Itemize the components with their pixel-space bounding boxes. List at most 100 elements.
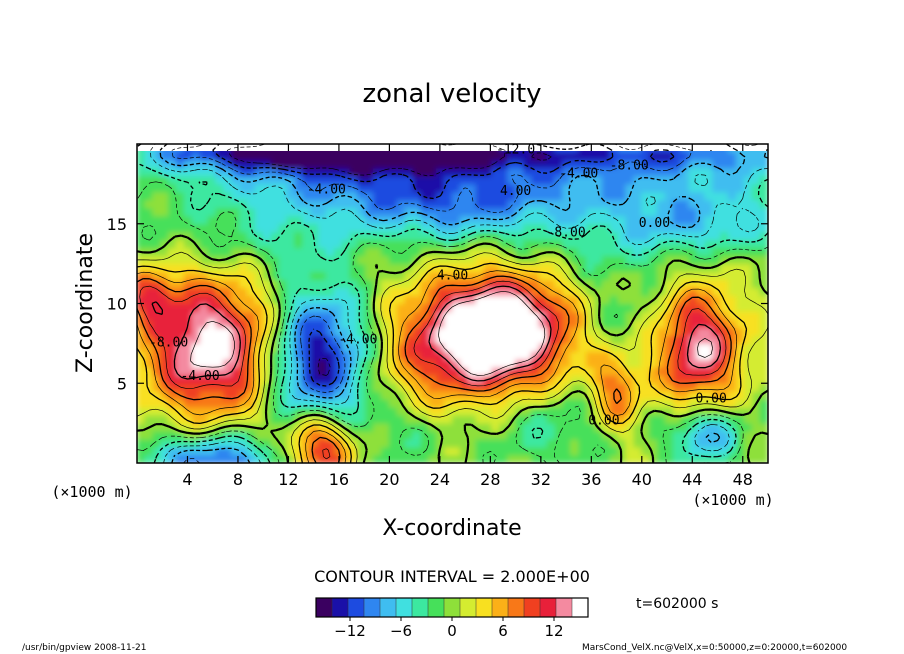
field-cell xyxy=(720,191,730,201)
field-cell xyxy=(294,175,304,185)
field-cell xyxy=(491,334,501,344)
colorbar xyxy=(315,597,589,618)
field-cell xyxy=(294,183,304,193)
field-cell xyxy=(444,390,453,400)
field-cell xyxy=(657,295,666,304)
field-cell xyxy=(570,326,580,336)
field-cell xyxy=(696,167,706,177)
field-cell xyxy=(152,334,162,344)
field-cell xyxy=(137,446,146,456)
field-cell xyxy=(137,342,146,352)
field-cell xyxy=(712,342,722,352)
field-cell xyxy=(207,191,217,201)
field-cell xyxy=(199,175,209,185)
field-cell xyxy=(152,215,162,225)
field-cell xyxy=(357,438,367,448)
field-cell xyxy=(191,255,201,265)
field-cell xyxy=(593,271,603,281)
field-cell xyxy=(664,223,674,233)
field-cell xyxy=(349,318,359,328)
field-cell xyxy=(475,382,485,392)
field-cell xyxy=(507,295,517,304)
field-cell xyxy=(570,350,580,360)
field-cell xyxy=(333,295,343,304)
field-cell xyxy=(657,310,666,320)
field-cell xyxy=(530,151,540,161)
field-cell xyxy=(452,239,461,249)
field-cell xyxy=(357,350,367,360)
field-cell xyxy=(349,199,359,209)
field-cell xyxy=(420,215,430,225)
field-cell xyxy=(357,358,367,368)
field-cell xyxy=(578,390,588,400)
field-cell xyxy=(199,207,209,217)
field-cell xyxy=(373,366,383,376)
field-cell xyxy=(680,310,690,320)
field-cell xyxy=(286,167,296,177)
field-cell xyxy=(633,279,643,289)
field-cell xyxy=(333,287,343,297)
colorbar-swatch xyxy=(556,598,573,617)
field-cell xyxy=(562,279,572,289)
field-cell xyxy=(672,454,682,463)
field-cell xyxy=(743,358,753,368)
field-cell xyxy=(396,406,406,416)
field-cell xyxy=(680,255,690,265)
field-cell xyxy=(444,382,453,392)
field-cell xyxy=(609,271,619,281)
field-cell xyxy=(357,231,367,241)
field-cell xyxy=(704,310,714,320)
field-cell xyxy=(759,239,768,249)
field-cell xyxy=(641,446,651,456)
field-cell xyxy=(231,239,241,249)
field-cell xyxy=(452,199,461,209)
field-cell xyxy=(609,374,619,384)
field-cell xyxy=(341,167,351,177)
field-cell xyxy=(199,342,209,352)
colorbar-tick-label: −6 xyxy=(390,622,412,640)
field-cell xyxy=(712,175,722,185)
field-cell xyxy=(357,159,367,169)
field-cell xyxy=(388,358,398,368)
field-cell xyxy=(657,239,666,249)
field-cell xyxy=(593,414,603,424)
field-cell xyxy=(570,295,580,304)
field-cell xyxy=(294,255,304,265)
field-cell xyxy=(459,310,469,320)
field-cell xyxy=(373,231,383,241)
field-cell xyxy=(743,279,753,289)
field-cell xyxy=(254,390,264,400)
field-cell xyxy=(459,326,469,336)
field-cell xyxy=(743,175,753,185)
field-cell xyxy=(365,310,375,320)
field-cell xyxy=(302,438,312,448)
field-cell xyxy=(278,390,288,400)
field-cell xyxy=(672,199,682,209)
field-cell xyxy=(633,239,643,249)
field-cell xyxy=(333,175,343,185)
field-cell xyxy=(491,223,501,233)
field-cell xyxy=(609,446,619,456)
field-cell xyxy=(728,350,737,360)
field-cell xyxy=(168,247,177,257)
field-cell xyxy=(175,374,185,384)
field-cell xyxy=(144,358,154,368)
field-cell xyxy=(246,263,256,273)
field-cell xyxy=(554,390,564,400)
field-cell xyxy=(586,438,595,448)
field-cell xyxy=(144,303,154,312)
field-cell xyxy=(388,422,398,432)
field-cell xyxy=(412,223,422,233)
field-cell xyxy=(759,422,768,432)
field-cell xyxy=(349,191,359,201)
field-cell xyxy=(759,358,768,368)
field-cell xyxy=(231,366,241,376)
field-cell xyxy=(317,303,327,312)
field-cell xyxy=(593,239,603,249)
field-cell xyxy=(286,199,296,209)
field-cell xyxy=(491,175,501,185)
field-cell xyxy=(388,167,398,177)
field-cell xyxy=(175,414,185,424)
field-cell xyxy=(657,215,666,225)
field-cell xyxy=(420,303,430,312)
